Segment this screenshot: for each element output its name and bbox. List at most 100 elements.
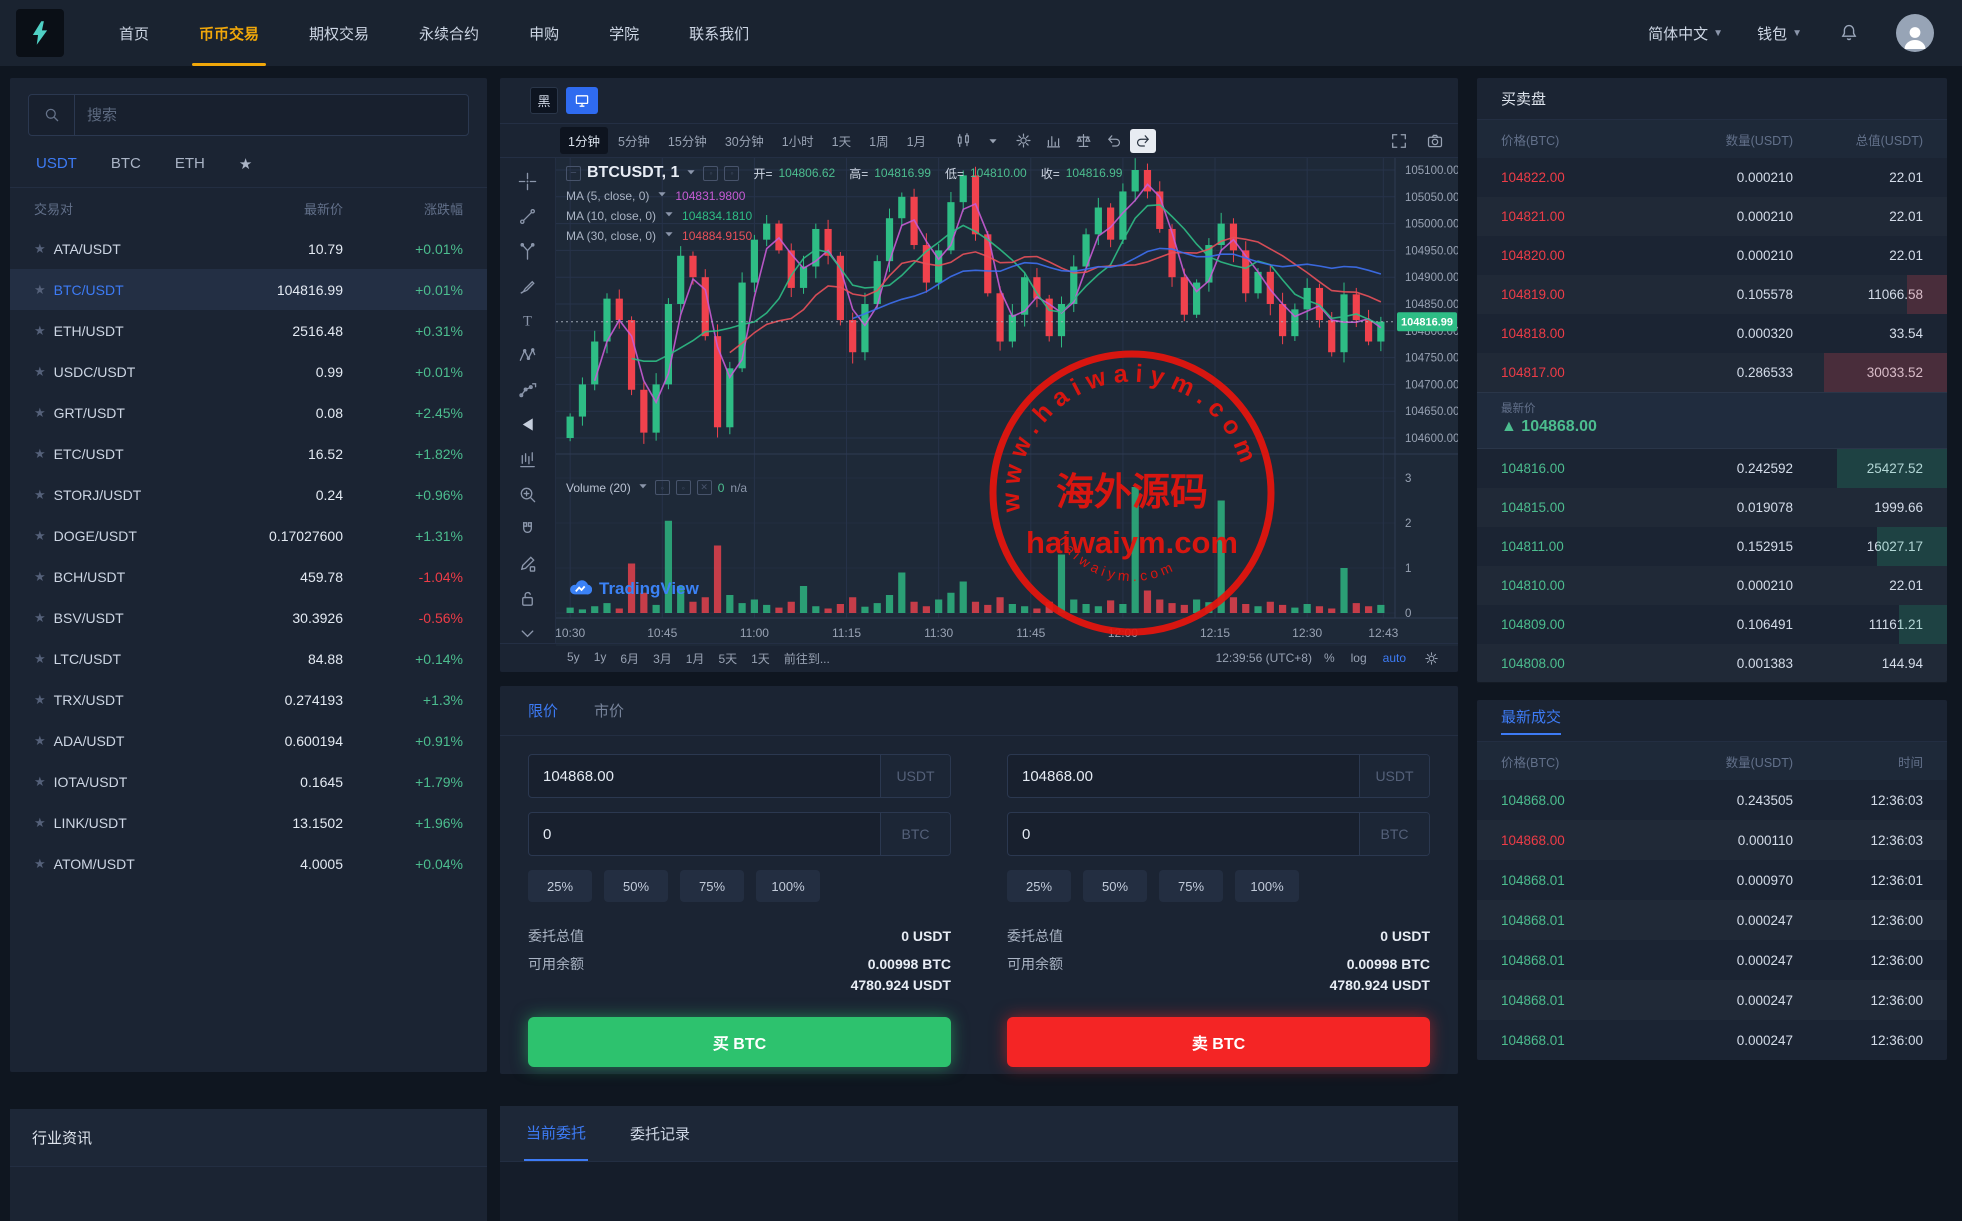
buy-percent-75%[interactable]: 75% [680, 870, 744, 902]
pair-row-DOGE/USDT[interactable]: ★ DOGE/USDT 0.17027600 +1.31% [34, 527, 463, 544]
orders-tab-当前委托[interactable]: 当前委托 [524, 1106, 589, 1161]
favorite-star-icon[interactable]: ★ [34, 445, 46, 461]
ma-legend-2[interactable]: MA (30, close, 0) 104884.9150 [566, 228, 753, 243]
favorite-star-icon[interactable]: ★ [34, 363, 46, 379]
buy-percent-50%[interactable]: 50% [604, 870, 668, 902]
orderbook-ask-row[interactable]: 104818.00 0.000320 33.54 [1501, 326, 1923, 341]
pair-row-LTC/USDT[interactable]: ★ LTC/USDT 84.88 +0.14% [34, 650, 463, 667]
bars-pattern-tool-icon[interactable] [513, 450, 543, 470]
sell-percent-75%[interactable]: 75% [1159, 870, 1223, 902]
range-前往到...[interactable]: 前往到... [783, 651, 830, 666]
favorite-star-icon[interactable]: ★ [34, 650, 46, 666]
range-1天[interactable]: 1天 [751, 651, 770, 666]
buy-order-button[interactable]: 买 BTC [528, 1016, 951, 1067]
collapse-legend-icon[interactable]: − [566, 165, 581, 181]
range-1y[interactable]: 1y [593, 649, 607, 664]
compare-icon[interactable] [1070, 129, 1096, 153]
orderbook-ask-row[interactable]: 104819.00 0.105578 11066.58 [1477, 275, 1947, 314]
orderbook-ask-row[interactable]: 104817.00 0.286533 30033.52 [1477, 353, 1947, 392]
fullscreen-icon[interactable] [1386, 129, 1412, 153]
drawing-pencil-tool-icon[interactable] [513, 554, 543, 574]
forecast-tool-icon[interactable] [513, 380, 543, 400]
gear-icon[interactable] [1010, 129, 1036, 153]
favorite-star-icon[interactable]: ★ [34, 773, 46, 789]
orderbook-bid-row[interactable]: 104809.00 0.106491 11161.21 [1477, 605, 1947, 644]
pair-row-ATA/USDT[interactable]: ★ ATA/USDT 10.79 +0.01% [34, 240, 463, 257]
nav-item-首页[interactable]: 首页 [119, 25, 150, 43]
order-type-tab-市价[interactable]: 市价 [594, 703, 625, 720]
pair-row-ETH/USDT[interactable]: ★ ETH/USDT 2516.48 +0.31% [34, 322, 463, 339]
candles-icon[interactable] [950, 129, 976, 153]
caret-down-icon[interactable] [685, 166, 697, 181]
favorite-star-icon[interactable]: ★ [34, 732, 46, 748]
pair-row-TRX/USDT[interactable]: ★ TRX/USDT 0.274193 +1.3% [34, 691, 463, 708]
buy-price-input[interactable] [529, 755, 880, 797]
nav-item-永续合约[interactable]: 永续合约 [419, 25, 480, 43]
tradingview-logo[interactable]: TradingView [568, 577, 699, 601]
timeframe-30分钟[interactable]: 30分钟 [724, 135, 764, 149]
pair-row-BSV/USDT[interactable]: ★ BSV/USDT 30.3926 -0.56% [34, 609, 463, 626]
favorite-star-icon[interactable]: ★ [34, 281, 46, 297]
nav-item-联系我们[interactable]: 联系我们 [689, 25, 750, 43]
favorite-star-icon[interactable]: ★ [34, 609, 46, 625]
market-tab-USDT[interactable]: USDT [36, 155, 77, 172]
orders-tab-委托记录[interactable]: 委托记录 [630, 1126, 691, 1143]
favorite-star-icon[interactable]: ★ [34, 814, 46, 830]
scale-log[interactable]: log [1350, 651, 1367, 665]
legend-toggle-icon[interactable]: ◦ [703, 165, 719, 181]
xabcd-pattern-tool-icon[interactable] [513, 346, 543, 366]
volume-legend[interactable]: Volume (20) ◦ ◦ ✕ 0 n/a [566, 480, 748, 495]
volume-eye-icon[interactable]: ◦ [654, 480, 670, 495]
magnet-tool-icon[interactable] [513, 519, 543, 539]
range-6月[interactable]: 6月 [620, 651, 640, 666]
pair-row-USDC/USDT[interactable]: ★ USDC/USDT 0.99 +0.01% [34, 363, 463, 380]
brand-logo[interactable] [16, 9, 64, 57]
pair-row-GRT/USDT[interactable]: ★ GRT/USDT 0.08 +2.45% [34, 404, 463, 421]
orderbook-bid-row[interactable]: 104815.00 0.019078 1999.66 [1477, 488, 1947, 527]
indicators-icon[interactable] [1040, 129, 1066, 153]
favorite-star-icon[interactable]: ★ [34, 404, 46, 420]
sell-percent-50%[interactable]: 50% [1083, 870, 1147, 902]
order-type-tab-限价[interactable]: 限价 [528, 703, 559, 720]
volume-settings-icon[interactable]: ◦ [675, 480, 691, 495]
legend-settings-icon[interactable]: ◦ [724, 165, 740, 181]
timeframe-15分钟[interactable]: 15分钟 [667, 135, 707, 149]
sell-percent-25%[interactable]: 25% [1007, 870, 1071, 902]
range-1月[interactable]: 1月 [685, 651, 705, 666]
arrow-left-tool-icon[interactable] [513, 415, 543, 435]
trend-line-tool-icon[interactable] [513, 207, 543, 227]
buy-percent-25%[interactable]: 25% [528, 870, 592, 902]
timeframe-1分钟[interactable]: 1分钟 [560, 127, 608, 163]
undo-icon[interactable] [1100, 129, 1126, 153]
text-tool-icon[interactable]: T [513, 311, 543, 331]
nav-item-币币交易[interactable]: 币币交易 [174, 0, 284, 66]
timeframe-1天[interactable]: 1天 [831, 135, 852, 149]
pair-row-ATOM/USDT[interactable]: ★ ATOM/USDT 4.0005 +0.04% [34, 855, 463, 872]
pair-row-ADA/USDT[interactable]: ★ ADA/USDT 0.600194 +0.91% [34, 732, 463, 749]
chevron-down-tool-icon[interactable] [513, 623, 543, 643]
nav-item-期权交易[interactable]: 期权交易 [309, 25, 370, 43]
bell-icon[interactable] [1836, 21, 1862, 45]
redo-icon[interactable] [1130, 128, 1157, 153]
ma-legend-0[interactable]: MA (5, close, 0) 104831.9800 [566, 188, 746, 203]
orderbook-bid-row[interactable]: 104810.00 0.000210 22.01 [1477, 566, 1947, 605]
orderbook-ask-row[interactable]: 104820.00 0.000210 22.01 [1501, 248, 1923, 263]
timeframe-5分钟[interactable]: 5分钟 [617, 135, 650, 149]
range-5y[interactable]: 5y [567, 649, 580, 664]
sell-percent-100%[interactable]: 100% [1235, 870, 1299, 902]
lock-open-tool-icon[interactable] [513, 589, 543, 609]
avatar[interactable] [1896, 14, 1934, 52]
camera-icon[interactable] [1422, 129, 1448, 153]
favorite-star-icon[interactable]: ★ [34, 568, 46, 584]
pitchfork-tool-icon[interactable] [513, 241, 543, 261]
orderbook-bid-row[interactable]: 104808.00 0.001383 144.94 [1477, 644, 1947, 683]
theme-dark-button[interactable]: 黑 [530, 87, 558, 114]
timeframe-1小时[interactable]: 1小时 [781, 135, 814, 149]
market-tab-BTC[interactable]: BTC [110, 155, 141, 172]
language-selector[interactable]: 简体中文 ▼ [1648, 25, 1724, 43]
ma-legend-1[interactable]: MA (10, close, 0) 104834.1810 [566, 208, 753, 223]
chart-clock[interactable]: 12:39:56 (UTC+8) [1215, 651, 1312, 665]
pair-row-IOTA/USDT[interactable]: ★ IOTA/USDT 0.1645 +1.79% [34, 773, 463, 790]
pair-row-STORJ/USDT[interactable]: ★ STORJ/USDT 0.24 +0.96% [34, 486, 463, 503]
buy-amount-input[interactable] [529, 813, 880, 855]
